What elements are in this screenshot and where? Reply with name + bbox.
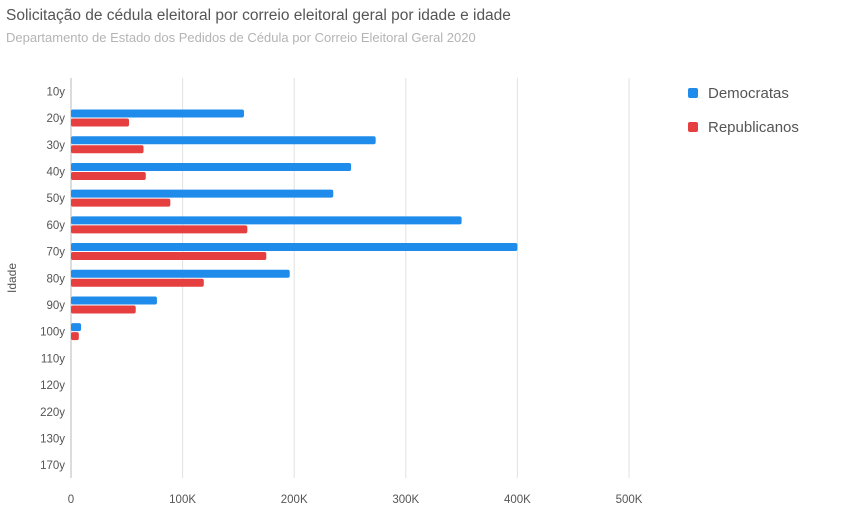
y-tick-label: 110y [41,353,65,365]
bar-democratas-90y [71,296,157,305]
bar-democratas-60y [71,216,462,225]
x-tick-label: 500K [616,494,643,506]
legend-swatch-republicanos [688,122,698,132]
y-tick-label: 40y [46,166,65,178]
bar-democratas-30y [71,136,376,145]
x-tick-label: 200K [281,494,308,506]
bar-democratas-20y [71,109,244,118]
bar-republicanos-100y [71,332,79,341]
chart-title: Solicitação de cédula eleitoral por corr… [6,7,511,24]
y-tick-label: 170y [40,460,65,472]
bar-republicanos-40y [71,171,146,180]
bar-republicanos-20y [71,118,130,127]
x-tick-label: 300K [392,494,419,506]
legend-item-democratas[interactable]: Democratas [688,82,799,104]
bar-republicanos-30y [71,145,144,154]
y-tick-label: 80y [46,273,65,285]
chart-subtitle: Departamento de Estado dos Pedidos de Cé… [6,30,476,45]
legend-label-democratas: Democratas [708,84,789,102]
x-tick-label: 400K [504,494,531,506]
x-tick-label: 100K [169,494,196,506]
bar-republicanos-90y [71,305,136,314]
bar-democratas-100y [71,323,82,332]
y-tick-label: 130y [40,433,65,445]
y-axis-title: Idade [5,263,19,293]
bar-republicanos-50y [71,198,171,207]
bar-democratas-70y [71,243,518,252]
bar-republicanos-70y [71,252,267,261]
chart-legend: Democratas Republicanos [688,82,799,150]
bar-republicanos-60y [71,225,248,234]
y-tick-label: 60y [46,220,65,232]
bar-democratas-50y [71,189,334,198]
y-tick-label: 220y [40,407,65,419]
y-tick-label: 50y [46,193,65,205]
y-tick-label: 120y [40,380,65,392]
y-tick-label: 20y [46,113,65,125]
bar-democratas-80y [71,269,290,278]
bar-democratas-40y [71,162,352,171]
y-tick-label: 70y [46,247,65,259]
bar-republicanos-80y [71,278,204,287]
y-tick-label: 90y [46,300,65,312]
y-tick-label: 10y [46,86,65,98]
legend-swatch-democratas [688,88,698,98]
legend-item-republicanos[interactable]: Republicanos [688,116,799,138]
y-tick-label: 30y [46,140,65,152]
legend-label-republicanos: Republicanos [708,118,799,136]
y-tick-label: 100y [40,327,65,339]
x-tick-label: 0 [68,494,74,506]
